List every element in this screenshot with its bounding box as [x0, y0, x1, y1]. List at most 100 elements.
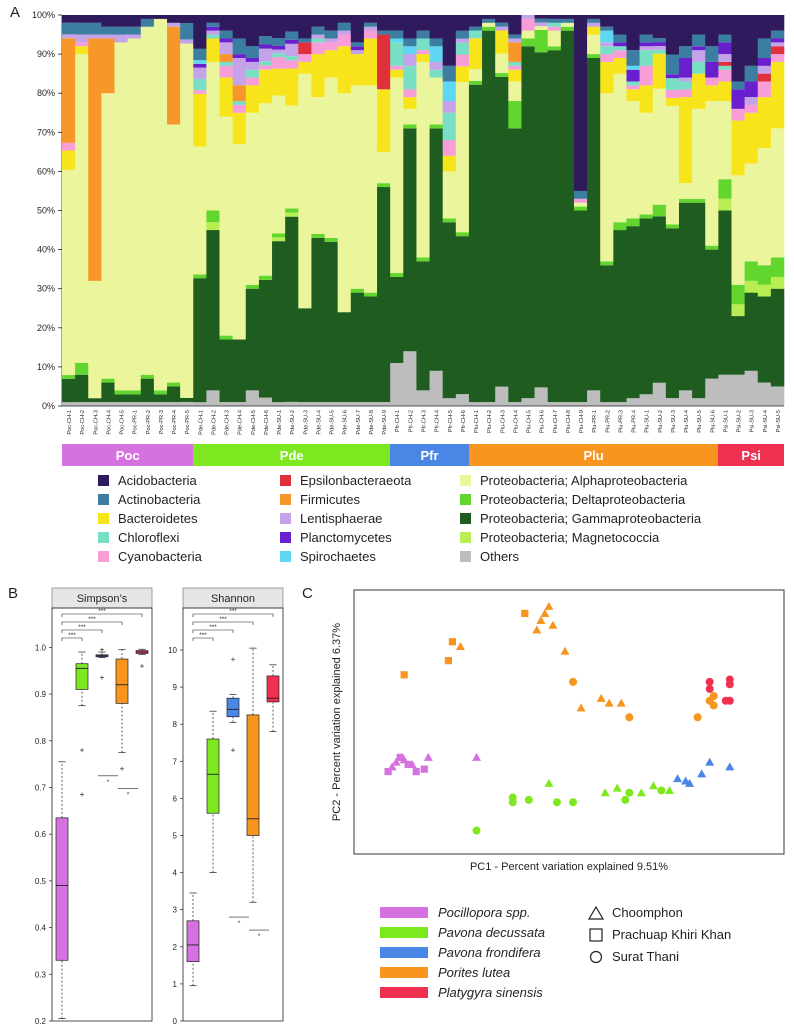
bar-segment-acidobacteria: [272, 15, 285, 38]
scatter-point-triangle: [456, 642, 465, 650]
bar-segment-gamma: [259, 280, 272, 398]
bar-segment-gamma: [430, 128, 443, 370]
x-tick-label: Pde-SU-5: [330, 410, 336, 435]
bar-segment-delta: [128, 390, 141, 394]
bar-segment-others: [128, 402, 141, 406]
y-tick-label: 0.8: [35, 737, 47, 746]
x-tick-label: Plu-SU-2: [658, 410, 664, 433]
box-pde: [207, 739, 219, 813]
legend-swatch: [280, 513, 291, 524]
bar-segment-acidobacteria: [758, 15, 771, 38]
x-tick-label: Poc-PR-1: [133, 410, 139, 434]
x-tick-label: Plu-CH-4: [513, 410, 519, 433]
y-tick-label: 3: [173, 906, 178, 915]
scatter-point-circle: [726, 697, 734, 705]
bar-segment-delta: [403, 124, 416, 128]
bar-segment-alpha: [482, 23, 495, 27]
bar-segment-acidobacteria: [561, 15, 574, 19]
bar-segment-planctomycetes: [220, 38, 233, 42]
bar-segment-delta: [416, 257, 429, 261]
bar-segment-chloroflexi: [718, 66, 731, 70]
bar-segment-acidobacteria: [587, 15, 600, 19]
legend-item: Proteobacteria; Deltaproteobacteria: [460, 492, 685, 507]
scatter-point-square: [521, 610, 528, 617]
x-tick-label: Poc-PR-3: [159, 410, 165, 434]
species-swatch: [380, 967, 428, 978]
bar-segment-magneto: [206, 222, 219, 230]
x-tick-label: Plu-CH-1: [474, 410, 480, 433]
x-tick-label: Pfr-CH-6: [461, 410, 467, 432]
scatter-point-square: [413, 768, 420, 775]
scatter-point-triangle: [613, 784, 622, 792]
bar-segment-acidobacteria: [508, 15, 521, 35]
bar-segment-acidobacteria: [600, 15, 613, 27]
bar-segment-chloroflexi: [640, 50, 653, 66]
bar-segment-bacteroidetes: [758, 97, 771, 148]
y-tick-label: 0.4: [35, 924, 47, 933]
species-swatch: [380, 927, 428, 938]
scatter-point-triangle: [544, 779, 553, 787]
scatter-point-triangle: [617, 699, 626, 707]
bar-segment-delta: [246, 285, 259, 289]
bar-segment-planctomycetes: [771, 38, 784, 42]
bar-segment-gamma: [456, 236, 469, 394]
bar-segment-alpha: [141, 27, 154, 375]
y-tick-label: 10%: [37, 362, 55, 372]
scatter-point-square: [405, 761, 412, 768]
legend-swatch: [280, 475, 291, 486]
bar-segment-acidobacteria: [351, 15, 364, 42]
bar-segment-others: [482, 402, 495, 406]
legend-item: Planctomycetes: [280, 530, 392, 545]
bar-segment-actinobacteria: [272, 38, 285, 46]
bar-segment-acidobacteria: [167, 15, 180, 23]
bar-segment-cyanobacteria: [285, 60, 298, 68]
legend-swatch: [98, 494, 109, 505]
bar-segment-gamma: [679, 203, 692, 391]
bar-segment-lentisphaerae: [521, 15, 534, 19]
bar-segment-others: [206, 390, 219, 406]
bar-segment-gamma: [390, 277, 403, 363]
bar-segment-delta: [101, 379, 114, 383]
bar-segment-chloroflexi: [469, 30, 482, 38]
bar-segment-chloroflexi: [233, 101, 246, 105]
x-tick-label: Pde-SU-7: [356, 410, 362, 435]
significance-label: *: [258, 933, 261, 940]
bar-segment-actinobacteria: [377, 31, 390, 35]
y-axis-label: PC2 - Percent variation explained 6.37%: [331, 623, 343, 821]
bar-segment-others: [705, 379, 718, 406]
legend-label: Lentisphaerae: [300, 511, 382, 526]
legend-label: Cyanobacteria: [118, 549, 202, 564]
bar-segment-chloroflexi: [679, 81, 692, 89]
significance-label: ***: [68, 632, 76, 639]
bar-segment-lentisphaerae: [246, 62, 259, 70]
bar-segment-lentisphaerae: [101, 35, 114, 39]
scatter-point-circle: [694, 713, 702, 721]
bar-segment-alpha: [613, 74, 626, 223]
bar-segment-alpha: [390, 78, 403, 274]
x-tick-label: Pde-SU-9: [382, 410, 388, 435]
y-tick-label: 90%: [37, 49, 55, 59]
bar-segment-gamma: [220, 340, 233, 403]
species-swatch: [380, 947, 428, 958]
bar-segment-acidobacteria: [495, 15, 508, 23]
bar-segment-magneto: [745, 281, 758, 293]
bar-segment-others: [193, 402, 206, 406]
bar-segment-alpha: [430, 78, 443, 125]
bar-segment-actinobacteria: [259, 36, 272, 44]
x-tick-label: Plu-CH-2: [487, 410, 493, 433]
bar-segment-lentisphaerae: [718, 54, 731, 62]
bar-segment-others: [561, 402, 574, 406]
circle-icon: [588, 950, 604, 964]
bar-segment-actinobacteria: [535, 19, 548, 23]
group-pfr: Pfr: [390, 444, 469, 466]
facet-title: Shannon: [211, 593, 255, 605]
bar-segment-planctomycetes: [613, 42, 626, 46]
scatter-point-circle: [710, 692, 718, 700]
scatter-point-triangle: [544, 602, 553, 610]
bar-segment-bacteroidetes: [771, 62, 784, 128]
legend-label: Others: [480, 549, 519, 564]
scatter-point-triangle: [665, 786, 674, 794]
scatter-point-triangle: [597, 694, 606, 702]
bar-segment-chloroflexi: [220, 62, 233, 66]
bar-segment-alpha: [403, 109, 416, 125]
